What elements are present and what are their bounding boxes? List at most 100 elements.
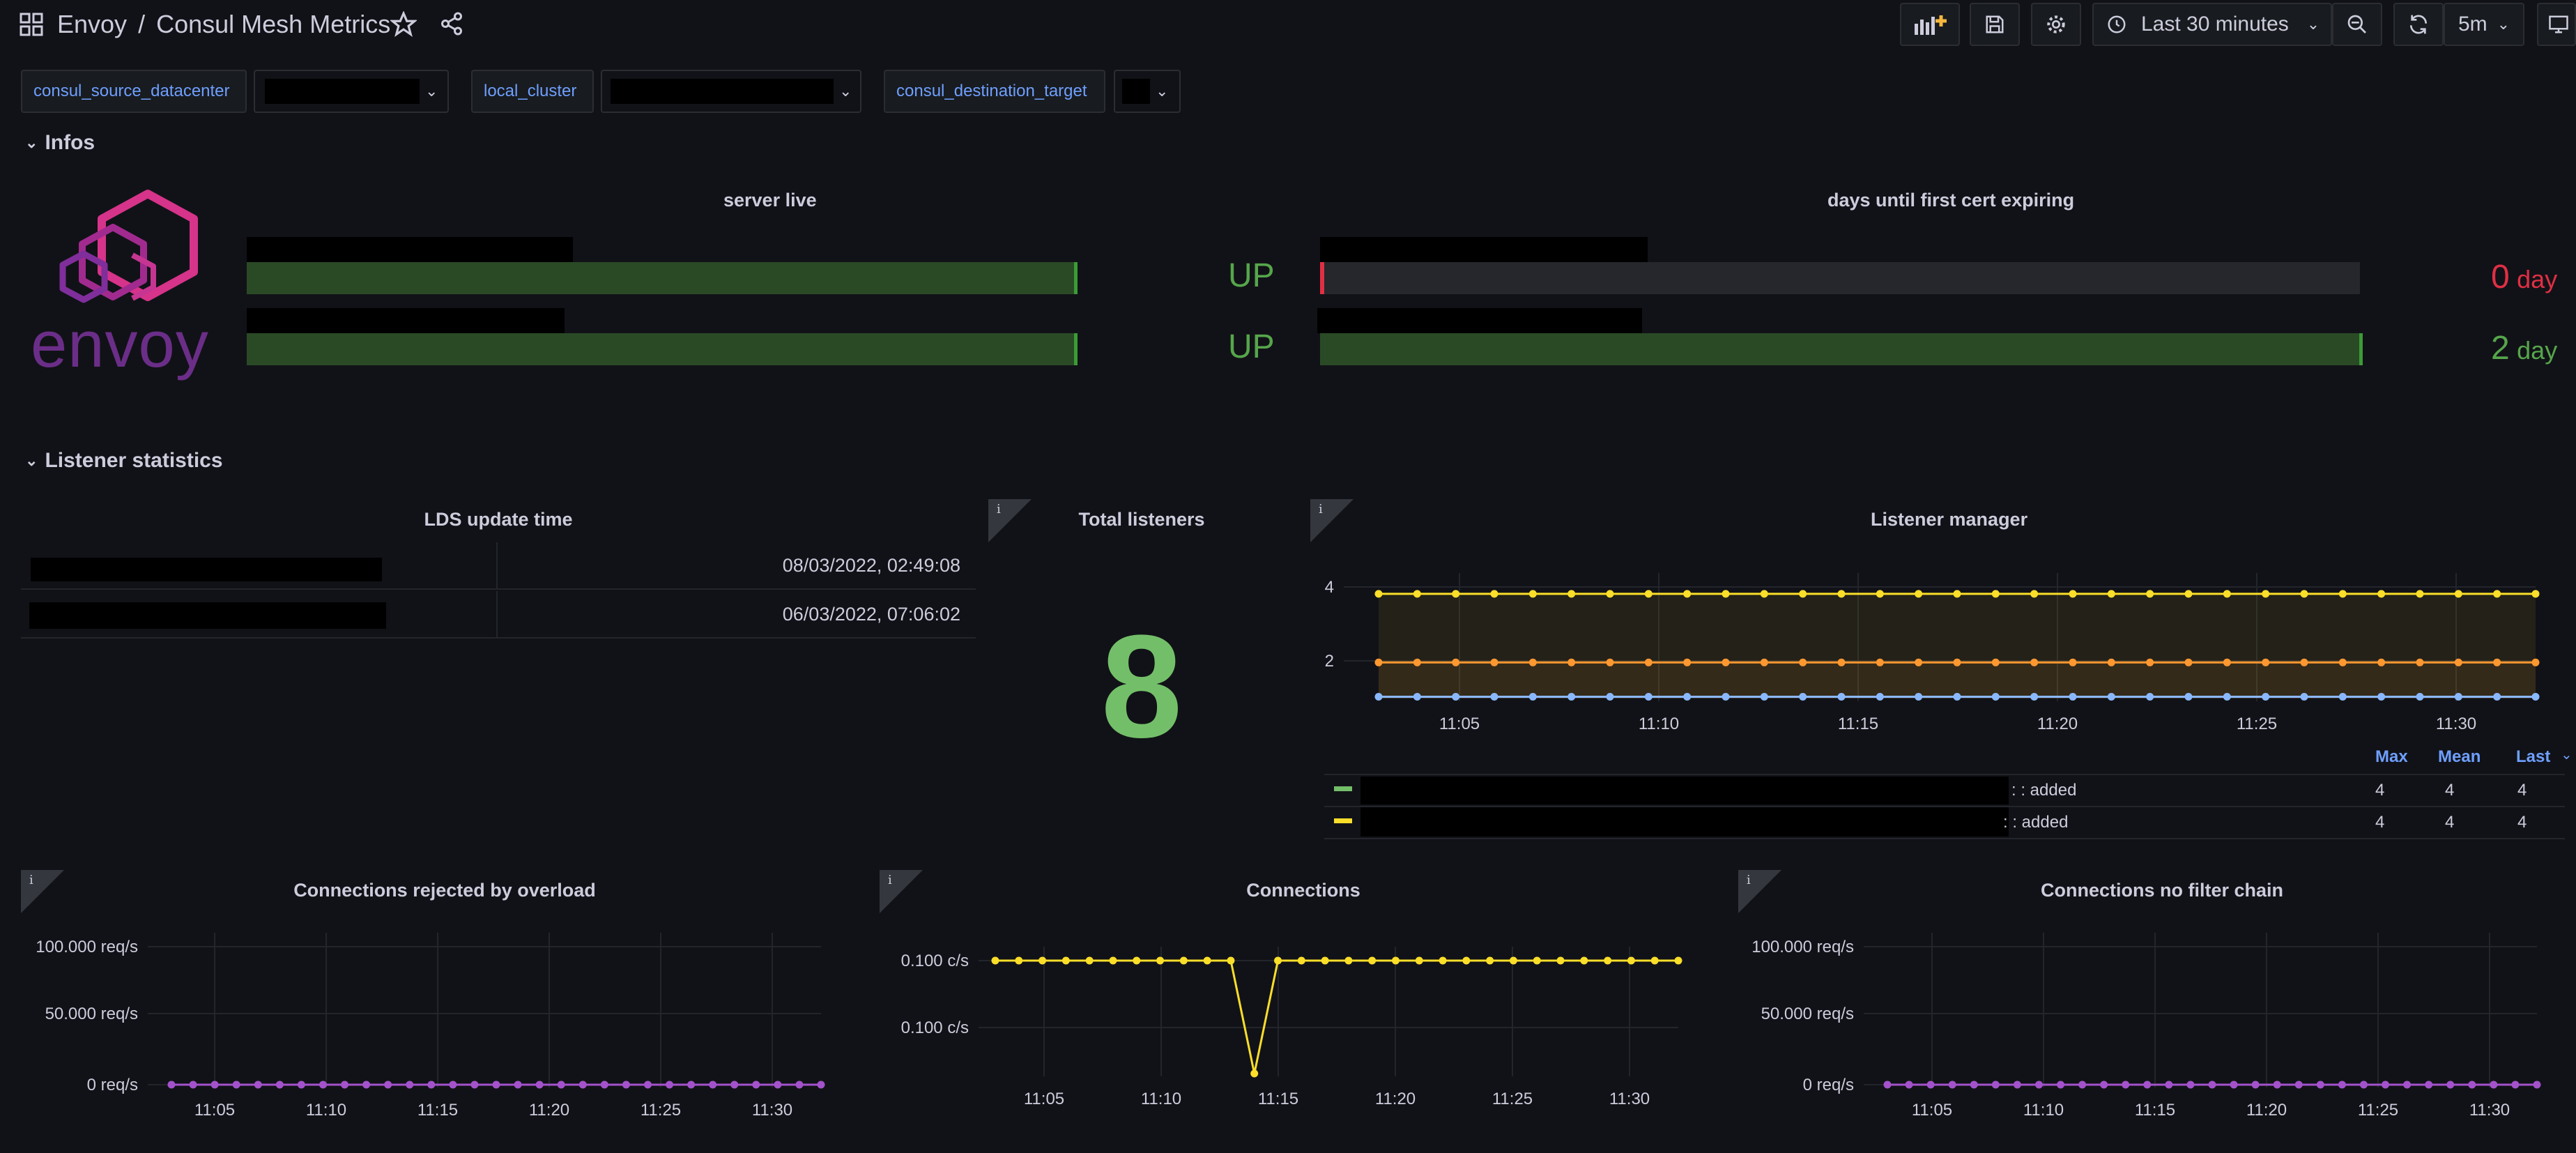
- data-point: [1799, 590, 1807, 598]
- legend-row[interactable]: : : added 4 4 4: [1324, 806, 2565, 839]
- legend-row[interactable]: : : added 4 4 4: [1324, 774, 2565, 804]
- data-point: [1486, 956, 1494, 965]
- variable-select-destination-target[interactable]: ⌄: [1114, 70, 1181, 113]
- y-tick-label: 50.000 req/s: [1761, 1005, 1854, 1023]
- dashboard-settings-button[interactable]: [2031, 3, 2081, 46]
- add-panel-button[interactable]: [1900, 3, 1960, 46]
- rejected-chart[interactable]: 11:05 11:10 11:15 11:20 11:25 11:30 100.000 re…: [21, 927, 857, 1115]
- breadcrumb-folder[interactable]: Envoy: [57, 10, 128, 38]
- data-point: [1528, 658, 1537, 666]
- data-point: [319, 1081, 327, 1089]
- apps-grid-icon[interactable]: [20, 13, 43, 36]
- data-point: [2377, 590, 2386, 598]
- legend-mean: 4: [2445, 813, 2455, 832]
- data-point: [384, 1081, 392, 1089]
- data-point: [1227, 956, 1235, 965]
- info-icon[interactable]: i: [29, 873, 33, 887]
- data-point: [2468, 1081, 2476, 1089]
- variable-select-source-datacenter[interactable]: ⌄: [254, 70, 449, 113]
- data-point: [1883, 1081, 1892, 1089]
- data-point: [1837, 590, 1846, 598]
- legend-header-last[interactable]: Last: [2516, 747, 2551, 766]
- panel-info-corner[interactable]: [1310, 499, 1354, 542]
- data-point: [1413, 693, 1421, 701]
- data-point: [1604, 956, 1612, 965]
- dashboard-title[interactable]: Consul Mesh Metrics: [156, 10, 391, 38]
- row-listener-statistics[interactable]: ⌄ Listener statistics: [25, 449, 223, 473]
- data-point: [1452, 658, 1460, 666]
- data-point: [1799, 658, 1807, 666]
- legend-mean: 4: [2445, 781, 2455, 800]
- variable-label-source-datacenter: consul_source_datacenter: [21, 70, 247, 113]
- refresh-interval-label: 5m: [2458, 13, 2487, 36]
- variable-select-local-cluster[interactable]: ⌄: [601, 70, 861, 113]
- no-filter-chain-chart[interactable]: 11:05 11:10 11:15 11:20 11:25 11:30 100.000 re…: [1738, 927, 2563, 1115]
- data-point: [2184, 658, 2193, 666]
- panel-title-total-listeners: Total listeners: [1078, 509, 1205, 530]
- x-tick-label: 11:30: [752, 1101, 792, 1115]
- data-point: [427, 1081, 436, 1089]
- data-point: [730, 1081, 739, 1089]
- gauge-value: UP: [1228, 328, 1275, 365]
- data-point: [2251, 1081, 2260, 1089]
- data-point: [2146, 693, 2154, 701]
- listener-manager-chart[interactable]: 11:05 11:10 11:15 11:20 11:25 11:30 4 2: [1310, 558, 2576, 753]
- panel-info-corner[interactable]: [880, 870, 923, 913]
- info-icon[interactable]: i: [1319, 502, 1323, 517]
- share-icon[interactable]: [439, 11, 464, 36]
- connections-chart[interactable]: 11:05 11:10 11:15 11:20 11:25 11:30 0.100 c/s 0…: [880, 927, 1716, 1115]
- data-point: [2107, 658, 2115, 666]
- legend-header-max[interactable]: Max: [2375, 747, 2408, 766]
- data-point: [2403, 1081, 2412, 1089]
- panel-info-corner[interactable]: [988, 499, 1032, 542]
- data-point: [1533, 956, 1541, 965]
- legend-divider: [1324, 774, 2565, 775]
- info-icon[interactable]: i: [997, 502, 1001, 517]
- redacted-cell: [31, 558, 382, 581]
- data-point: [2425, 1081, 2433, 1089]
- data-point: [557, 1081, 565, 1089]
- data-point: [514, 1081, 522, 1089]
- data-point: [2382, 1081, 2390, 1089]
- legend-max: 4: [2375, 813, 2385, 832]
- x-tick-label: 11:30: [2469, 1101, 2510, 1115]
- legend-header-mean[interactable]: Mean: [2438, 747, 2481, 766]
- row-infos[interactable]: ⌄ Infos: [25, 131, 95, 155]
- chevron-down-icon: ⌄: [25, 452, 38, 469]
- time-range-picker[interactable]: Last 30 minutes ⌄: [2092, 3, 2332, 46]
- panel-info-corner[interactable]: [1738, 870, 1781, 913]
- redacted-series-name: [1360, 807, 2009, 837]
- cycle-view-mode-button[interactable]: [2537, 3, 2576, 46]
- save-dashboard-button[interactable]: [1970, 3, 2020, 46]
- data-point: [1156, 956, 1165, 965]
- data-point: [2146, 590, 2154, 598]
- info-icon[interactable]: i: [888, 873, 892, 887]
- data-point: [1439, 956, 1447, 965]
- data-point: [1374, 693, 1383, 701]
- data-point: [666, 1081, 674, 1089]
- data-point: [1567, 693, 1576, 701]
- data-point: [2338, 658, 2347, 666]
- data-point: [1991, 1081, 2000, 1089]
- star-icon[interactable]: [390, 11, 417, 38]
- data-point: [1321, 956, 1329, 965]
- panel-info-corner[interactable]: [21, 870, 64, 913]
- data-point: [795, 1081, 804, 1089]
- data-point: [2262, 693, 2270, 701]
- data-point: [2078, 1081, 2087, 1089]
- data-point: [297, 1081, 305, 1089]
- legend-max: 4: [2375, 781, 2385, 800]
- x-tick-label: 11:25: [2358, 1101, 2398, 1115]
- data-point: [2100, 1081, 2108, 1089]
- data-point: [1683, 590, 1692, 598]
- data-point: [774, 1081, 782, 1089]
- y-tick-label: 0 req/s: [1803, 1076, 1854, 1094]
- zoom-out-button[interactable]: [2332, 3, 2382, 46]
- data-point: [2454, 693, 2462, 701]
- info-icon[interactable]: i: [1747, 873, 1751, 887]
- variable-label-destination-target: consul_destination_target: [884, 70, 1105, 113]
- refresh-interval-picker[interactable]: 5m ⌄: [2444, 3, 2524, 46]
- data-point: [2262, 658, 2270, 666]
- data-point: [2208, 1081, 2216, 1089]
- refresh-button[interactable]: [2393, 3, 2444, 46]
